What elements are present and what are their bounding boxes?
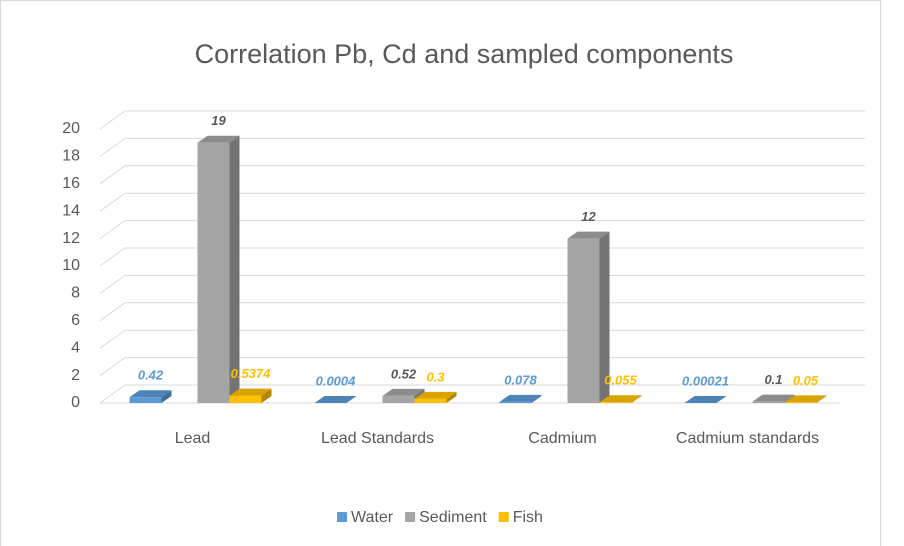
grid-line — [99, 192, 865, 212]
y-tick-label: 12 — [62, 230, 80, 247]
x-tick-label: Lead Standards — [321, 430, 434, 447]
bar-top — [229, 388, 272, 396]
y-tick-label: 0 — [71, 394, 80, 411]
y-tick-label: 20 — [62, 120, 80, 137]
bar-top — [499, 394, 542, 402]
data-label: 0.3 — [426, 369, 445, 384]
bar — [197, 142, 230, 403]
bar — [499, 401, 532, 403]
data-label: 0.078 — [504, 372, 537, 387]
bar-side — [631, 395, 642, 403]
y-tick-label: 10 — [62, 257, 80, 274]
legend-swatch — [337, 512, 348, 522]
bar-top — [567, 231, 610, 239]
data-label: 0.52 — [391, 366, 417, 381]
bar-top — [784, 395, 827, 403]
data-label: 0.00021 — [682, 373, 729, 388]
bar — [599, 402, 632, 403]
bar-side — [531, 394, 542, 403]
bar-side — [816, 395, 827, 403]
y-tick-label: 18 — [62, 148, 80, 165]
bar-top — [684, 395, 727, 403]
x-tick-label: Lead — [175, 430, 211, 447]
bar-side — [229, 135, 240, 403]
grid-line — [99, 220, 865, 240]
grid-line — [99, 357, 865, 377]
bar — [752, 401, 785, 403]
chart-border — [0, 0, 881, 546]
legend-label: Sediment — [419, 509, 487, 526]
bar-side — [716, 395, 727, 403]
data-label: 0.055 — [604, 373, 637, 388]
data-label: 0.1 — [764, 372, 782, 387]
bar-top — [382, 388, 425, 396]
legend-swatch — [405, 512, 416, 522]
bar-side — [446, 391, 457, 403]
legend-label: Water — [351, 509, 394, 526]
x-tick-label: Cadmium — [528, 430, 596, 447]
bar-top — [414, 391, 457, 399]
legend-swatch — [498, 512, 509, 522]
grid-line — [99, 247, 865, 267]
bar-top — [599, 395, 642, 403]
grid-line — [99, 302, 865, 322]
data-label: 0.0004 — [316, 373, 357, 388]
bar-top — [129, 390, 172, 398]
bar-side — [161, 390, 172, 403]
bar — [784, 402, 817, 403]
bar — [229, 395, 262, 403]
bar-top — [314, 395, 357, 403]
grid-line — [99, 274, 865, 294]
chart-title: Correlation Pb, Cd and sampled component… — [195, 39, 734, 69]
y-tick-label: 16 — [62, 175, 80, 192]
bar — [414, 398, 447, 403]
grid-line — [99, 384, 865, 404]
legend-label: Fish — [513, 509, 543, 526]
bar — [382, 395, 415, 403]
bar-top — [752, 394, 795, 402]
y-tick-label: 8 — [71, 285, 80, 302]
grid-line — [99, 110, 865, 130]
bar — [129, 397, 162, 403]
bar-side — [599, 231, 610, 403]
data-label: 12 — [581, 209, 596, 224]
data-label: 0.05 — [793, 373, 819, 388]
bar-side — [261, 388, 272, 403]
bar — [567, 238, 600, 403]
data-label: 0.5374 — [231, 366, 272, 381]
bar-top — [197, 135, 240, 143]
y-tick-label: 6 — [71, 312, 80, 329]
grid-line — [99, 329, 865, 349]
grid-line — [99, 165, 865, 185]
data-label: 19 — [211, 113, 226, 128]
y-tick-label: 2 — [71, 367, 80, 384]
bar-side — [346, 395, 357, 403]
grid-line — [99, 137, 865, 157]
x-tick-label: Cadmium standards — [676, 430, 819, 447]
y-tick-label: 14 — [62, 202, 80, 219]
data-label: 0.42 — [138, 368, 164, 383]
y-tick-label: 4 — [71, 339, 80, 356]
